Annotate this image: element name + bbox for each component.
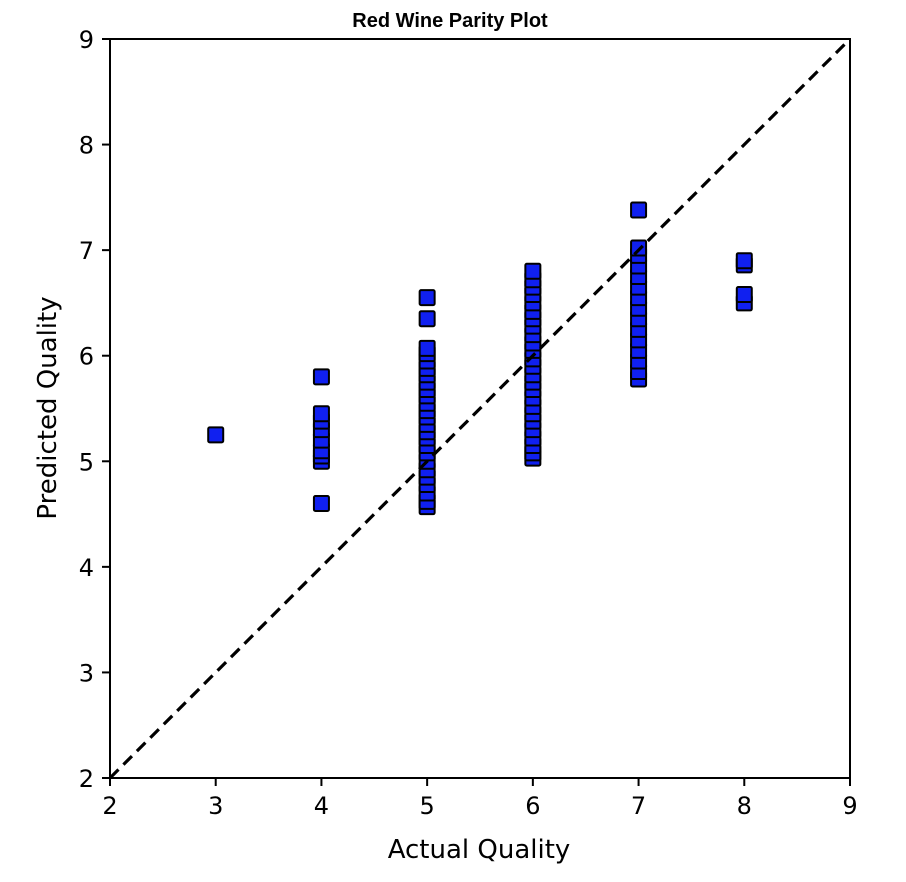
y-tick-label: 6 [79, 343, 94, 371]
x-tick-label: 2 [102, 792, 117, 820]
data-point [524, 262, 542, 280]
y-axis: 2 3 4 5 6 7 8 9 [79, 26, 110, 793]
y-tick-label: 9 [79, 26, 94, 54]
data-point [312, 405, 330, 423]
data-point [207, 426, 225, 444]
data-point [735, 252, 753, 270]
data-point [418, 289, 436, 307]
y-tick-label: 4 [79, 554, 94, 582]
data-point [418, 339, 436, 357]
data-point [735, 285, 753, 303]
y-axis-label: Predicted Quality [33, 296, 63, 519]
x-tick-label: 3 [208, 792, 223, 820]
x-tick-label: 9 [842, 792, 857, 820]
identity-reference-line [108, 37, 852, 780]
x-tick-label: 8 [737, 792, 752, 820]
x-tick-label: 6 [525, 792, 540, 820]
x-tick-label: 5 [420, 792, 435, 820]
data-point [630, 201, 648, 219]
data-point [312, 368, 330, 386]
data-point [312, 495, 330, 513]
y-tick-label: 3 [79, 659, 94, 687]
data-point [418, 310, 436, 328]
x-axis-label: Actual Quality [388, 835, 571, 865]
y-tick-label: 7 [79, 237, 94, 265]
y-tick-label: 8 [79, 132, 94, 160]
x-tick-label: 7 [631, 792, 646, 820]
y-tick-label: 5 [79, 448, 94, 476]
chart-title: Red Wine Parity Plot [352, 10, 548, 32]
x-tick-label: 4 [314, 792, 329, 820]
plot-frame [109, 38, 851, 779]
y-tick-label: 2 [79, 765, 94, 793]
x-axis: 2 3 4 5 6 7 8 9 [102, 778, 858, 820]
data-points [207, 201, 753, 516]
